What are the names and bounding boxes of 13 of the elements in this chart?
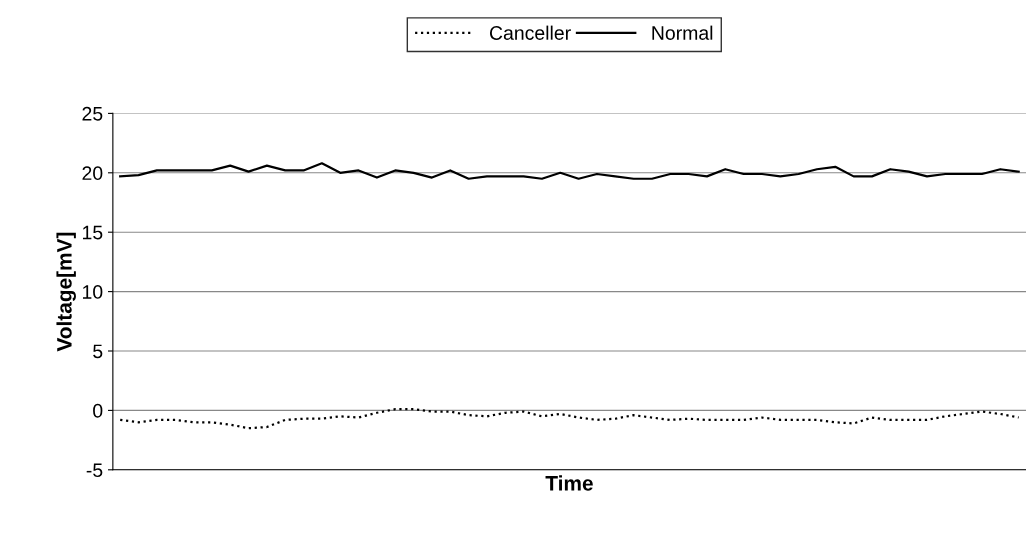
y-tick-label: 10 [82, 285, 103, 299]
legend-label: Normal [652, 25, 713, 40]
y-axis-title: Voltage[mV] [56, 232, 76, 352]
legend-label: Canceller [489, 25, 571, 40]
y-tick-label: 25 [82, 106, 103, 121]
y-tick-label: -5 [86, 463, 103, 478]
line-series [119, 408, 1020, 430]
y-tick-label: 0 [93, 403, 103, 418]
y-tick-label: 5 [93, 344, 103, 359]
y-tick-label: 15 [82, 225, 103, 240]
y-tick-label: 20 [82, 166, 103, 181]
line-series [119, 162, 1020, 180]
x-axis-title: Time [545, 475, 593, 491]
